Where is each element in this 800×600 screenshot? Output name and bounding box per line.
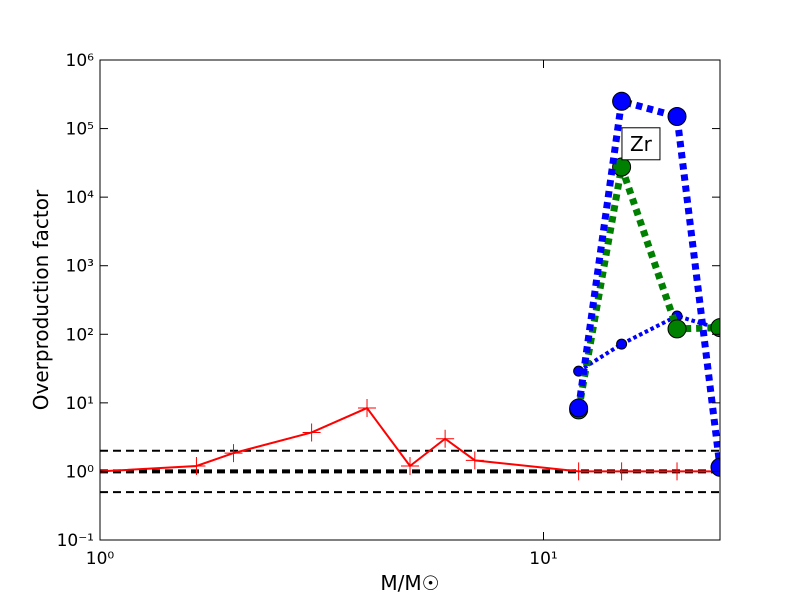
marker: [465, 451, 484, 470]
marker: [667, 106, 687, 126]
marker: [616, 338, 628, 350]
marker: [612, 462, 631, 481]
y-tick-label: 10⁵: [66, 120, 94, 140]
marker: [569, 462, 588, 481]
marker: [436, 429, 455, 448]
marker: [302, 423, 321, 442]
marker: [710, 318, 720, 338]
marker: [667, 319, 687, 339]
y-tick-label: 10⁴: [66, 188, 95, 208]
y-axis-label: Overproduction factor: [29, 189, 53, 410]
plot-area: [100, 91, 720, 494]
series-line: [575, 96, 720, 468]
marker: [401, 456, 419, 475]
marker: [612, 91, 632, 111]
marker: [358, 399, 377, 418]
annotation: Zr: [630, 132, 653, 156]
x-tick-label: 10¹: [529, 549, 557, 569]
y-tick-label: 10¹: [66, 394, 94, 414]
y-tick-label: 10³: [66, 257, 94, 277]
marker: [224, 444, 243, 463]
y-tick-label: 10⁶: [66, 51, 95, 71]
x-tick-label: 10⁰: [86, 549, 115, 569]
marker: [569, 398, 589, 418]
series-line: [100, 406, 720, 473]
y-tick-label: 10⁻¹: [57, 531, 94, 551]
marker: [187, 456, 206, 475]
x-axis-label: M/M☉: [380, 571, 439, 595]
y-tick-label: 10²: [66, 325, 94, 345]
series-line: [577, 313, 720, 373]
annotation-box: [621, 127, 661, 161]
plot-frame: [99, 59, 721, 541]
y-tick-label: 10⁰: [66, 462, 95, 482]
marker: [668, 462, 687, 481]
series-line: [575, 165, 720, 411]
